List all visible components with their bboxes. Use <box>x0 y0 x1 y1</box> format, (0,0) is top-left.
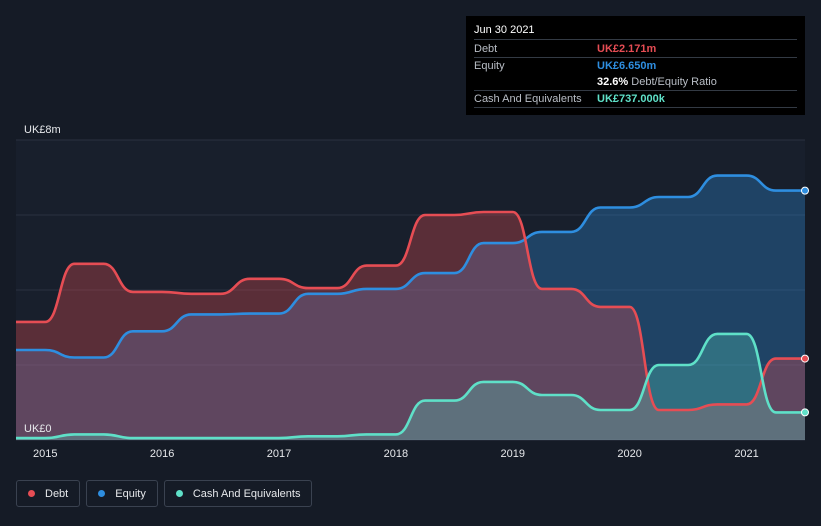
tooltip-cash-value: UK£737.000k <box>597 93 665 105</box>
legend-cash-label: Cash And Equivalents <box>192 487 301 500</box>
y-axis-bottom-label: UK£0 <box>24 423 52 435</box>
x-tick-label: 2016 <box>150 448 174 460</box>
tooltip-equity-label: Equity <box>474 60 505 72</box>
cash-line <box>15 332 805 440</box>
data-tooltip: Jun 30 2021 Debt UK£2.171m Equity UK£6.6… <box>466 16 805 115</box>
legend-equity-label: Equity <box>115 487 146 500</box>
chart-legend: Debt Equity Cash And Equivalents <box>16 480 313 507</box>
x-tick-label: 2017 <box>267 448 291 460</box>
series-lines <box>15 174 805 440</box>
equity-end-marker <box>801 186 809 195</box>
debt-area <box>16 212 805 440</box>
tooltip-ratio-value: 32.6% <box>597 76 629 88</box>
tooltip-debt-label: Debt <box>474 43 498 55</box>
gridlines <box>16 139 805 441</box>
legend-debt-label: Debt <box>45 487 69 500</box>
legend-debt-dot-icon <box>28 490 35 497</box>
legend-item-debt[interactable]: Debt <box>16 480 81 507</box>
equity-line <box>16 174 805 359</box>
tooltip-ratio-label: Debt/Equity Ratio <box>631 76 717 88</box>
x-tick-label: 2020 <box>617 448 641 460</box>
tooltip-debt-row: Debt UK£2.171m <box>474 41 797 58</box>
tooltip-ratio-row: 32.6% Debt/Equity Ratio <box>474 74 797 91</box>
legend-item-cash[interactable]: Cash And Equivalents <box>163 480 313 507</box>
tooltip-date: Jun 30 2021 <box>474 22 797 40</box>
tooltip-cash-label: Cash And Equivalents <box>474 93 582 105</box>
legend-equity-dot-icon <box>98 490 106 497</box>
debt-line <box>16 210 805 412</box>
series-areas <box>16 175 805 440</box>
y-axis-top-label: UK£8m <box>24 124 61 136</box>
tooltip-debt-value: UK£2.171m <box>597 43 657 55</box>
x-axis-ticks: 2015 2016 2017 2018 2019 2020 2021 <box>33 448 759 460</box>
tooltip-cash-row: Cash And Equivalents UK£737.000k <box>474 91 797 108</box>
equity-area <box>16 175 805 440</box>
debt-end-marker <box>801 354 809 363</box>
x-tick-label: 2019 <box>501 448 525 460</box>
tooltip-ratio: 32.6% Debt/Equity Ratio <box>597 74 717 90</box>
legend-item-equity[interactable]: Equity <box>86 480 158 507</box>
cash-end-marker <box>801 408 809 417</box>
x-tick-label: 2015 <box>33 448 57 460</box>
x-tick-label: 2021 <box>734 448 758 460</box>
cash-area <box>16 333 805 440</box>
tooltip-equity-row: Equity UK£6.650m <box>474 58 797 74</box>
x-tick-label: 2018 <box>384 448 408 460</box>
legend-cash-dot-icon <box>175 490 183 497</box>
series-end-markers <box>801 186 809 417</box>
tooltip-equity-value: UK£6.650m <box>597 60 657 72</box>
